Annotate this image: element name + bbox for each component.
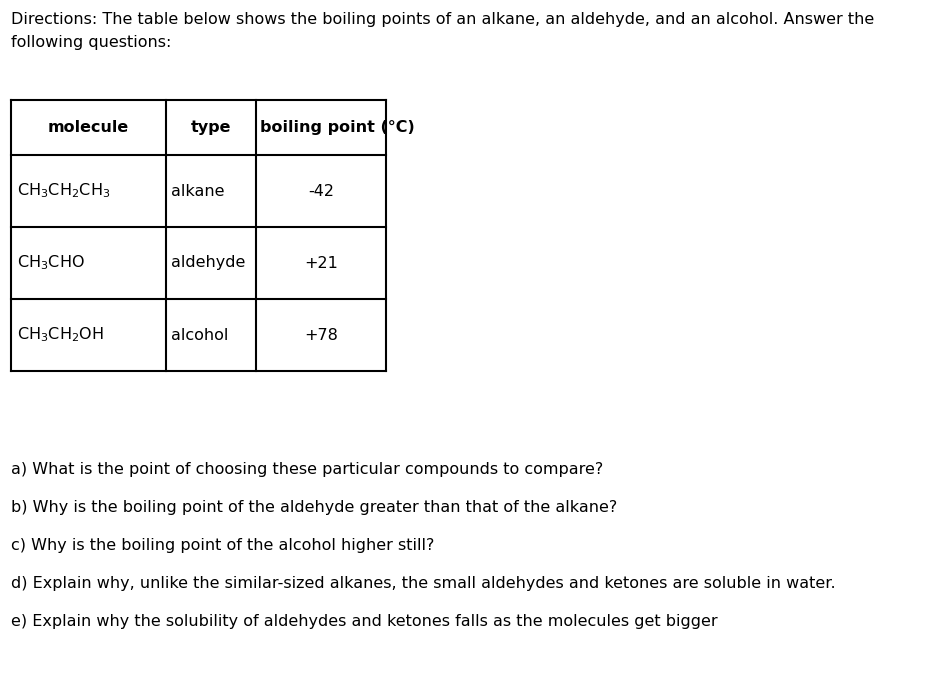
Text: +78: +78 (304, 328, 338, 343)
Text: type: type (191, 120, 231, 135)
Text: e) Explain why the solubility of aldehydes and ketones falls as the molecules ge: e) Explain why the solubility of aldehyd… (11, 614, 718, 629)
Text: aldehyde: aldehyde (171, 256, 246, 271)
Text: $\mathregular{CH_{3}CHO}$: $\mathregular{CH_{3}CHO}$ (17, 254, 85, 273)
Text: molecule: molecule (47, 120, 129, 135)
Text: following questions:: following questions: (11, 35, 171, 50)
Text: +21: +21 (304, 256, 338, 271)
Text: boiling point (°C): boiling point (°C) (260, 120, 414, 135)
Text: d) Explain why, unlike the similar-sized alkanes, the small aldehydes and ketone: d) Explain why, unlike the similar-sized… (11, 576, 836, 591)
Text: alcohol: alcohol (171, 328, 228, 343)
Text: -42: -42 (308, 184, 334, 199)
Text: $\mathregular{CH_{3}CH_{2}CH_{3}}$: $\mathregular{CH_{3}CH_{2}CH_{3}}$ (17, 182, 111, 201)
Text: alkane: alkane (171, 184, 224, 199)
Text: a) What is the point of choosing these particular compounds to compare?: a) What is the point of choosing these p… (11, 462, 603, 477)
Text: b) Why is the boiling point of the aldehyde greater than that of the alkane?: b) Why is the boiling point of the aldeh… (11, 500, 617, 515)
Text: c) Why is the boiling point of the alcohol higher still?: c) Why is the boiling point of the alcoh… (11, 538, 435, 553)
Text: $\mathregular{CH_{3}CH_{2}OH}$: $\mathregular{CH_{3}CH_{2}OH}$ (17, 326, 104, 345)
Text: Directions: The table below shows the boiling points of an alkane, an aldehyde, : Directions: The table below shows the bo… (11, 12, 874, 27)
